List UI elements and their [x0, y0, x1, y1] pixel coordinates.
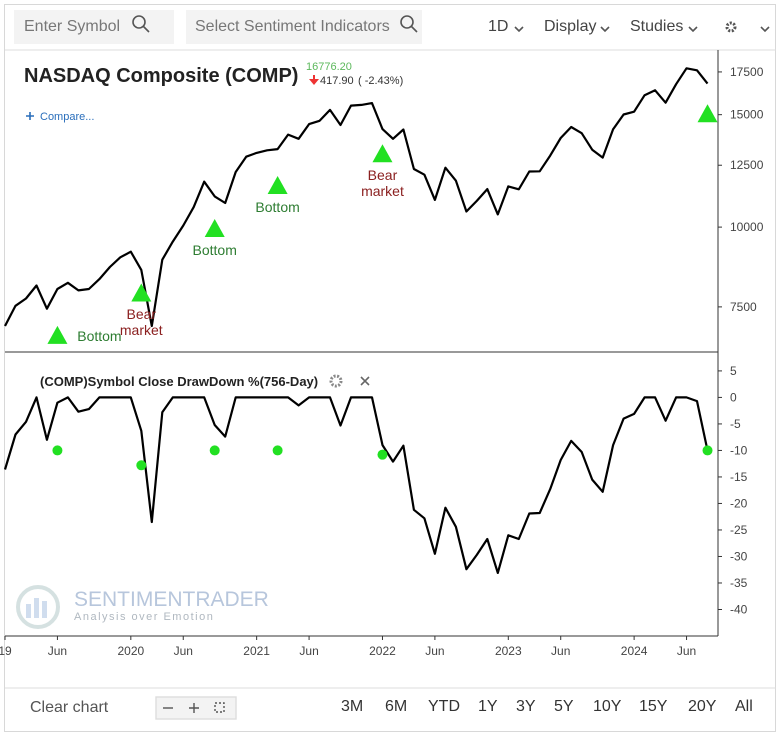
watermark-logo — [16, 585, 60, 629]
watermark-brand: SENTIMENTRADER — [74, 588, 269, 611]
y-tick-label: 15000 — [730, 108, 764, 122]
y-tick-label: 5 — [730, 364, 737, 378]
y-tick-label: 0 — [730, 390, 737, 404]
range-button[interactable]: 3Y — [516, 698, 536, 715]
signal-dot — [377, 449, 388, 460]
signal-triangle — [372, 144, 393, 163]
symbol-input[interactable] — [14, 10, 174, 44]
study-settings[interactable] — [329, 374, 343, 388]
y-tick-label: -40 — [730, 602, 748, 616]
y-tick-label: -25 — [730, 523, 748, 537]
x-tick-label: 19 — [0, 644, 12, 658]
price-line — [3, 396, 709, 574]
range-button[interactable]: YTD — [428, 698, 460, 715]
frame — [4, 4, 776, 732]
range-button[interactable]: 3M — [341, 698, 364, 715]
range-button[interactable]: 15Y — [639, 698, 668, 715]
signal-dot — [272, 445, 283, 456]
symbol-placeholder: Enter Symbol — [24, 18, 121, 35]
indicator-input[interactable] — [186, 10, 422, 44]
x-tick-label: 2024 — [621, 644, 648, 658]
signal-label: Bear market — [119, 306, 163, 339]
y-tick-label: -10 — [730, 443, 748, 457]
y-tick-label: -20 — [730, 496, 748, 510]
y-tick-label: 7500 — [730, 300, 757, 314]
x-tick-label: 2023 — [495, 644, 522, 658]
x-tick-label: Jun — [677, 644, 696, 658]
y-tick-label: -30 — [730, 549, 748, 563]
range-button[interactable]: 20Y — [688, 698, 717, 715]
watermark-tagline: Analysis over Emotion — [74, 611, 214, 623]
compare-plus[interactable] — [26, 112, 34, 120]
signal-dot — [136, 460, 147, 471]
compare-link[interactable]: Compare... — [40, 111, 94, 123]
y-tick-label: 17500 — [730, 65, 764, 79]
signal-triangle — [47, 325, 68, 344]
clear-chart[interactable]: Clear chart — [30, 699, 109, 716]
display-button[interactable]: Display — [544, 18, 597, 35]
x-tick-label: 2022 — [369, 644, 396, 658]
chart-title: NASDAQ Composite (COMP) — [24, 65, 298, 87]
signal-label: Bottom — [77, 327, 122, 344]
range-button[interactable]: 10Y — [593, 698, 622, 715]
x-tick-label: Jun — [299, 644, 318, 658]
x-tick-label: Jun — [425, 644, 444, 658]
indicator-placeholder: Select Sentiment Indicators — [195, 18, 390, 35]
signal-dot — [52, 445, 63, 456]
toolbar-icons — [132, 15, 770, 33]
study-title: (COMP)Symbol Close DrawDown %(756-Day) — [40, 374, 318, 389]
range-button[interactable]: 6M — [385, 698, 408, 715]
y-tick-label: -15 — [730, 470, 748, 484]
signal-dot — [702, 445, 713, 456]
range-button[interactable]: All — [735, 698, 753, 715]
signal-triangle — [131, 283, 152, 302]
range-button[interactable]: 5Y — [554, 698, 574, 715]
price-change: 417.90 — [320, 75, 354, 87]
last-price: 16776.20 — [306, 61, 352, 73]
x-tick-label: Jun — [48, 644, 67, 658]
signal-label: Bottom — [192, 241, 237, 258]
interval-button[interactable]: 1D — [488, 18, 509, 35]
signal-label: Bear market — [361, 167, 404, 200]
signal-triangle — [267, 175, 288, 194]
x-tick-label: 2020 — [117, 644, 144, 658]
signal-triangle — [697, 104, 718, 123]
signal-triangle — [204, 218, 225, 237]
signal-dot — [209, 445, 220, 456]
study-close[interactable] — [360, 376, 370, 386]
x-tick-label: Jun — [551, 644, 570, 658]
studies-button[interactable]: Studies — [630, 18, 684, 35]
range-button[interactable]: 1Y — [478, 698, 498, 715]
signal-label: Bottom — [255, 198, 300, 215]
y-tick-label: 12500 — [730, 158, 764, 172]
x-tick-label: Jun — [174, 644, 193, 658]
x-tick-label: 2021 — [243, 644, 270, 658]
down-arrow — [309, 75, 319, 85]
y-tick-label: 10000 — [730, 220, 764, 234]
price-change-pct: ( -2.43%) — [358, 75, 403, 87]
y-tick-label: -35 — [730, 576, 748, 590]
y-tick-label: -5 — [730, 417, 741, 431]
zoom-controls — [155, 696, 237, 720]
price-line — [4, 67, 709, 328]
